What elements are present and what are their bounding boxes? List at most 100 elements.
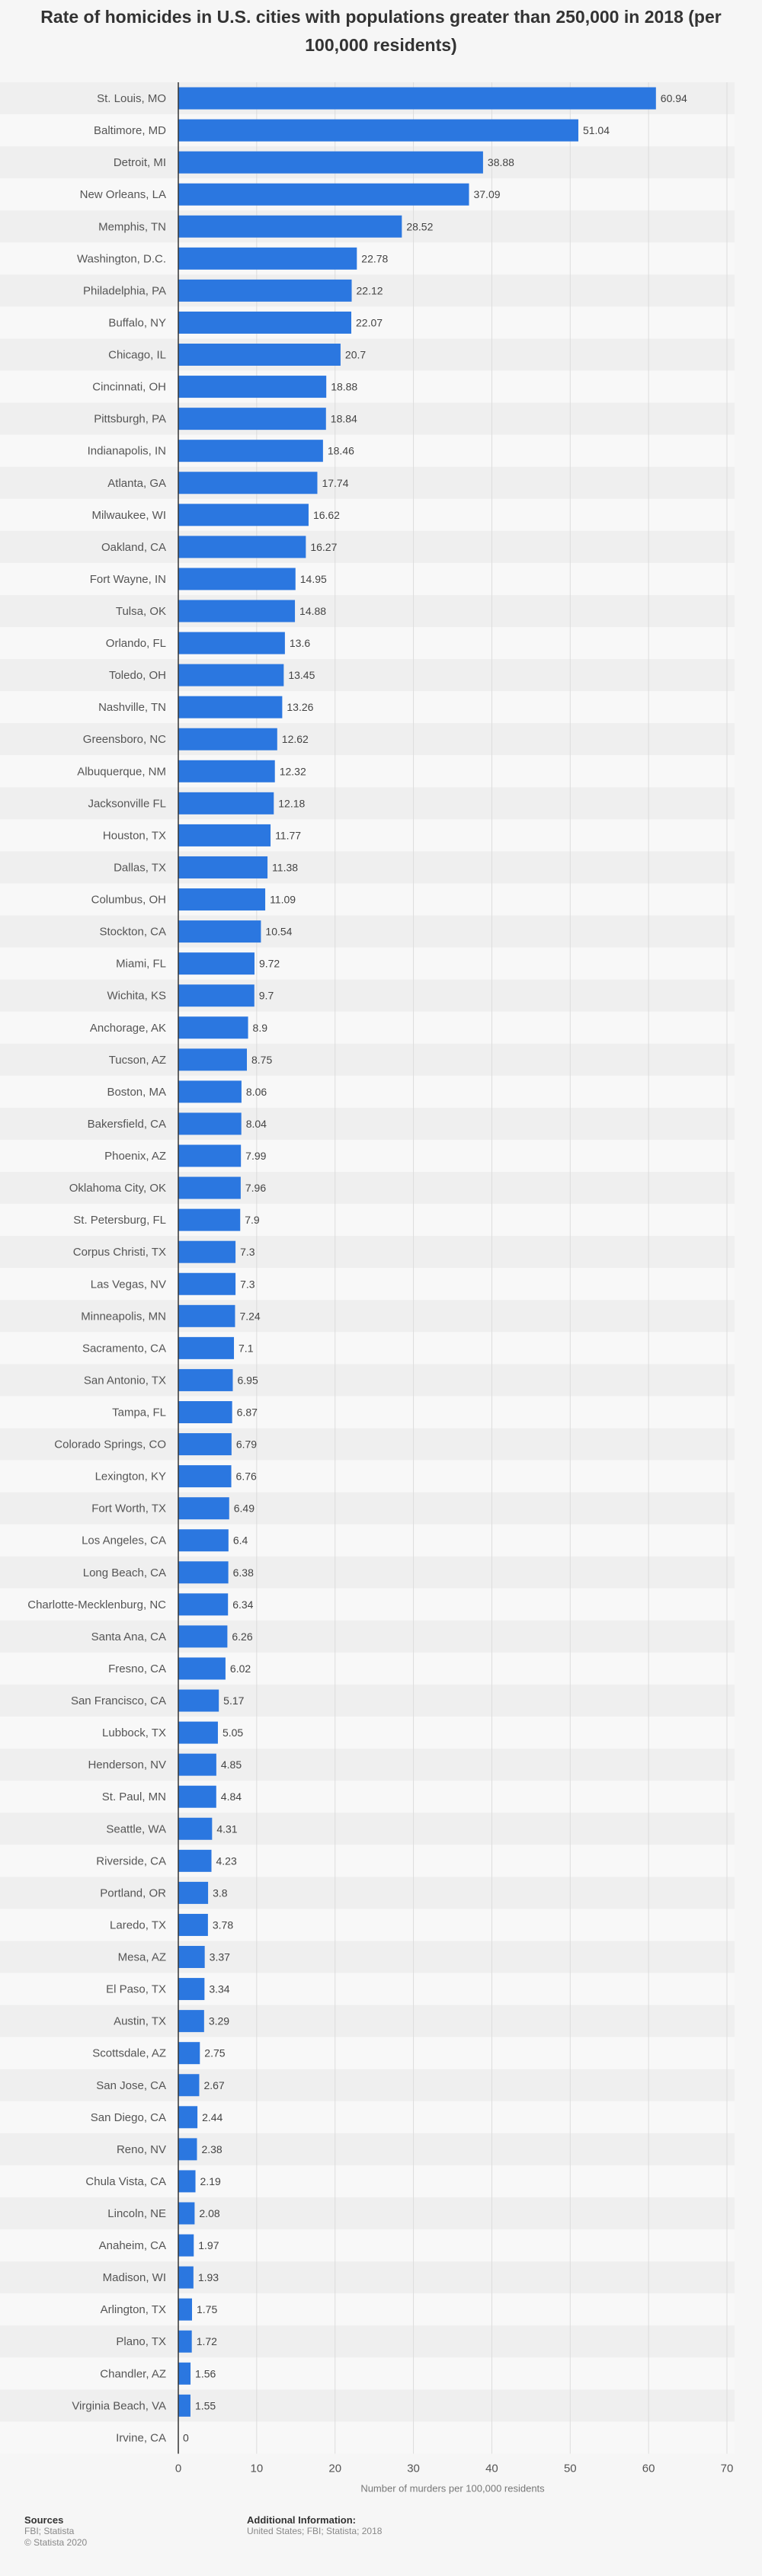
category-label: Atlanta, GA	[107, 477, 166, 490]
value-label: 6.76	[236, 1470, 257, 1483]
bar	[178, 728, 277, 750]
row-band	[0, 1781, 735, 1813]
row-band	[0, 562, 735, 595]
row-band	[0, 1396, 735, 1429]
value-label: 51.04	[583, 124, 610, 136]
copyright-line: © Statista 2020	[24, 2537, 88, 2548]
row-band	[0, 1139, 735, 1173]
row-band	[0, 1268, 735, 1301]
category-label: Greensboro, NC	[83, 733, 166, 746]
row-band	[0, 1588, 735, 1621]
bar	[178, 1561, 229, 1584]
bar	[178, 376, 327, 398]
bar	[178, 2330, 192, 2353]
value-label: 3.8	[213, 1886, 228, 1899]
row-band	[0, 1845, 735, 1877]
category-label: Long Beach, CA	[83, 1566, 166, 1579]
category-label: Arlington, TX	[101, 2303, 166, 2316]
value-label: 37.09	[473, 188, 500, 200]
bar	[178, 696, 283, 718]
row-band	[0, 2293, 735, 2326]
value-label: 6.02	[230, 1662, 251, 1675]
bar	[178, 1689, 219, 1712]
category-label: Boston, MA	[107, 1086, 166, 1099]
category-label: Oklahoma City, OK	[69, 1182, 166, 1195]
bar	[178, 1336, 235, 1359]
row-band	[0, 883, 735, 916]
bar	[178, 1753, 216, 1776]
category-label: Indianapolis, IN	[88, 445, 166, 458]
x-tick-label: 60	[642, 2462, 655, 2475]
value-label: 8.04	[246, 1118, 267, 1130]
row-band	[0, 1204, 735, 1237]
category-label: Phoenix, AZ	[104, 1150, 166, 1163]
bar	[178, 792, 274, 814]
bar	[178, 440, 323, 462]
category-label: Minneapolis, MN	[81, 1310, 166, 1323]
value-label: 17.74	[322, 477, 348, 489]
bar	[178, 2234, 194, 2257]
value-label: 6.38	[233, 1566, 254, 1579]
value-label: 7.96	[245, 1182, 266, 1194]
category-label: Milwaukee, WI	[91, 509, 166, 522]
bar	[178, 952, 255, 975]
row-band	[0, 1556, 735, 1589]
row-band	[0, 530, 735, 563]
bar	[178, 1208, 241, 1231]
bar	[178, 2170, 196, 2193]
row-band	[0, 1717, 735, 1749]
category-label: Los Angeles, CA	[82, 1534, 166, 1547]
bar	[178, 1048, 247, 1071]
sources-block: Sources FBI; Statista © Statista 2020	[24, 2514, 87, 2549]
category-label: Laredo, TX	[110, 1918, 166, 1931]
bar	[178, 1785, 216, 1808]
bars	[178, 87, 656, 2417]
category-label: Tucson, AZ	[109, 1054, 166, 1067]
x-tick-label: 20	[328, 2462, 341, 2475]
bar	[178, 247, 357, 270]
value-label: 1.97	[198, 2239, 219, 2251]
category-label: Philadelphia, PA	[83, 284, 166, 297]
value-label: 22.07	[356, 316, 383, 328]
category-label: Pittsburgh, PA	[94, 413, 166, 426]
value-label: 7.9	[245, 1214, 260, 1226]
row-band	[0, 370, 735, 403]
category-label: Fort Wayne, IN	[90, 573, 166, 586]
row-band	[0, 627, 735, 660]
row-band	[0, 1043, 735, 1076]
bar	[178, 2010, 204, 2033]
category-label: Detroit, MI	[114, 156, 166, 169]
value-label: 3.37	[210, 1951, 230, 1963]
category-label: Bakersfield, CA	[88, 1118, 166, 1131]
value-label: 11.77	[275, 829, 301, 841]
bar	[178, 87, 656, 110]
bar	[178, 1176, 241, 1199]
row-band	[0, 2005, 735, 2037]
category-label: St. Louis, MO	[97, 92, 166, 105]
x-tick-label: 30	[407, 2462, 420, 2475]
x-tick-label: 70	[721, 2462, 734, 2475]
value-label: 7.1	[239, 1342, 254, 1354]
bar	[178, 1849, 212, 1872]
value-label: 60.94	[661, 92, 687, 104]
row-band	[0, 434, 735, 467]
value-label: 11.38	[272, 861, 298, 873]
category-label: Jacksonville FL	[88, 797, 166, 810]
value-label: 9.72	[259, 958, 280, 970]
x-tick-label: 0	[175, 2462, 181, 2475]
category-label: Madison, WI	[103, 2271, 166, 2284]
category-label: Colorado Springs, CO	[54, 1438, 166, 1451]
category-label: San Jose, CA	[96, 2079, 166, 2092]
category-label: Buffalo, NY	[108, 316, 166, 329]
bar	[178, 1881, 209, 1904]
bar	[178, 1144, 242, 1167]
category-label: Nashville, TN	[98, 701, 166, 714]
row-band	[0, 1813, 735, 1845]
row-band	[0, 819, 735, 852]
category-label: Lexington, KY	[95, 1470, 166, 1483]
category-label: Wichita, KS	[107, 990, 166, 1003]
bar	[178, 183, 469, 206]
value-label: 3.78	[213, 1918, 233, 1931]
row-band	[0, 1107, 735, 1140]
bar	[178, 536, 306, 558]
